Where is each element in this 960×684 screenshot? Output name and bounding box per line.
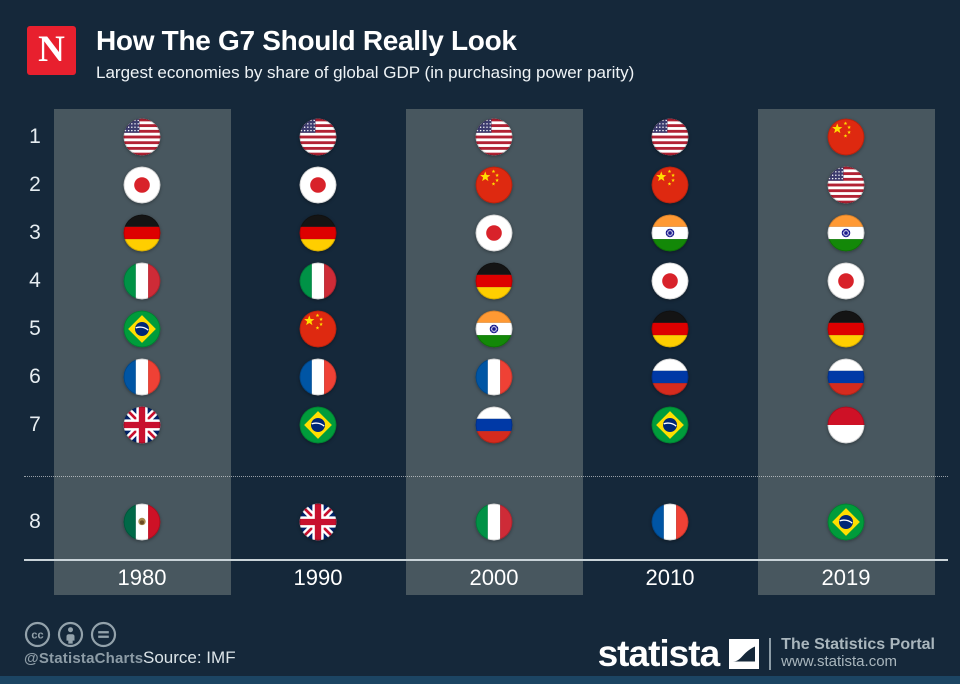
2019-rank6-flag-russia [827,358,865,396]
1990-rank3-flag-germany [299,214,337,252]
year-label-2000: 2000 [469,565,519,590]
2000-rank4-flag-germany [475,262,513,300]
year-label-1990: 1990 [293,565,343,590]
2010-rank2-flag-china [651,166,689,204]
2010-rank3-flag-india [651,214,689,252]
1990-rank1-flag-united-states [299,118,337,156]
statista-logo-text: statista [597,633,721,674]
2010-rank5-flag-germany [651,310,689,348]
no-derivatives-icon [90,621,117,648]
2000-rank2-flag-china [475,166,513,204]
statista-brand: statista The Statistics Portal www.stati… [598,635,935,672]
source-label: Source: IMF [143,648,236,667]
page-subtitle: Largest economies by share of global GDP… [96,62,635,82]
1980-rank8-flag-mexico [123,503,161,541]
statista-url: www.statista.com [781,653,898,671]
2010-rank1-flag-united-states [651,118,689,156]
rank-label-8: 8 [29,510,41,533]
rank-label-7: 7 [29,413,41,436]
1980-rank4-flag-italy [123,262,161,300]
newsweek-logo-letter: N [38,29,65,70]
1990-rank6-flag-france [299,358,337,396]
year-label-2019: 2019 [821,565,871,590]
2010-rank4-flag-japan [651,262,689,300]
1980-rank3-flag-germany [123,214,161,252]
baseline [24,559,948,561]
1990-rank7-flag-brazil [299,406,337,444]
2019-rank8-flag-brazil [827,503,865,541]
1990-rank2-flag-japan [299,166,337,204]
1990-rank4-flag-italy [299,262,337,300]
statista-charts-handle: @StatistaCharts [24,650,144,667]
2000-rank7-flag-russia [475,406,513,444]
rank-label-4: 4 [29,269,41,292]
header: N How The G7 Should Really Look Largest … [27,25,635,83]
2019-rank3-flag-india [827,214,865,252]
1980-rank1-flag-united-states [123,118,161,156]
rank-separator-dotted-line [24,476,948,477]
2019-rank7-flag-indonesia [827,406,865,444]
2019-rank2-flag-united-states [827,166,865,204]
2010-rank7-flag-brazil [651,406,689,444]
year-label-2010: 2010 [645,565,695,590]
svg-text:cc: cc [31,629,43,641]
1990-rank5-flag-china [299,310,337,348]
title-block: How The G7 Should Really Look Largest ec… [96,25,635,83]
2000-rank3-flag-japan [475,214,513,252]
portal-tagline: The Statistics Portal [781,635,935,653]
brand-divider [769,637,772,670]
statista-logo-icon [729,638,760,669]
rank-label-5: 5 [29,317,41,340]
page-title: How The G7 Should Really Look [96,25,517,56]
bottom-accent-strip [0,676,960,684]
1990-rank8-flag-united-kingdom [299,503,337,541]
2019-rank4-flag-japan [827,262,865,300]
2000-rank6-flag-france [475,358,513,396]
rank-label-3: 3 [29,221,41,244]
newsweek-logo: N [27,26,76,75]
2019-rank5-flag-germany [827,310,865,348]
2000-rank8-flag-italy [475,503,513,541]
year-label-1980: 1980 [117,565,167,590]
1980-rank2-flag-japan [123,166,161,204]
1980-rank6-flag-france [123,358,161,396]
cc-icon: cc [24,621,51,648]
1980-rank5-flag-brazil [123,310,161,348]
2019-rank1-flag-china [827,118,865,156]
rank-label-2: 2 [29,173,41,196]
2010-rank6-flag-russia [651,358,689,396]
2010-rank8-flag-france [651,503,689,541]
2000-rank5-flag-india [475,310,513,348]
1980-rank7-flag-united-kingdom [123,406,161,444]
brand-text: The Statistics Portal www.statista.com [781,636,935,672]
attribution-icon [57,621,84,648]
2000-rank1-flag-united-states [475,118,513,156]
cc-license: cc [24,621,117,648]
rank-label-1: 1 [29,125,41,148]
rank-label-6: 6 [29,365,41,388]
